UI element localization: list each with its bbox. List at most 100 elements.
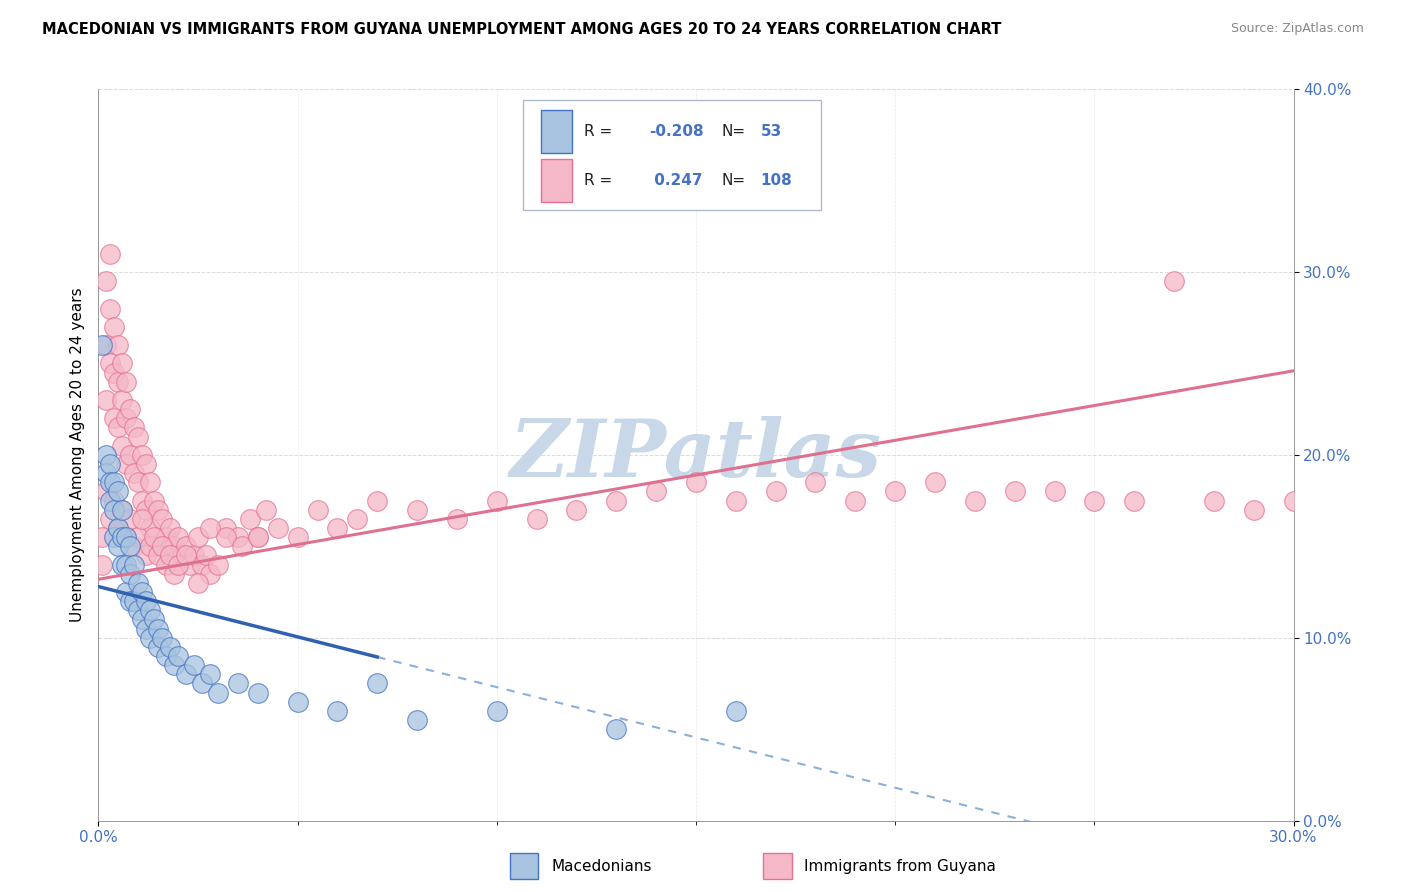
Point [187,576,209,591]
Point [150,631,173,645]
Point [139,539,162,553]
Point [115,411,138,425]
Text: MACEDONIAN VS IMMIGRANTS FROM GUYANA UNEMPLOYMENT AMONG AGES 20 TO 24 YEARS CORR: MACEDONIAN VS IMMIGRANTS FROM GUYANA UNE… [42,22,1001,37]
Point [131,493,153,508]
Point [155,558,177,572]
Point [103,366,125,380]
Point [231,539,253,553]
Point [1004,484,1026,499]
Text: Immigrants from Guyana: Immigrants from Guyana [804,859,995,873]
Point [111,502,134,516]
Point [91,530,114,544]
Point [765,484,787,499]
Point [135,457,157,471]
Point [194,549,218,563]
Point [103,475,125,490]
Point [111,392,134,407]
Text: Source: ZipAtlas.com: Source: ZipAtlas.com [1230,22,1364,36]
Point [1202,493,1225,508]
Point [198,521,221,535]
Point [96,448,118,462]
Point [124,420,146,434]
Point [246,685,269,699]
Point [724,704,747,718]
Point [924,475,946,490]
Point [98,356,122,371]
Point [526,512,548,526]
Text: 0.247: 0.247 [650,173,703,188]
Point [115,457,138,471]
Point [139,631,162,645]
Point [131,448,153,462]
Point [111,558,134,572]
Point [254,502,277,516]
Point [605,723,627,737]
Point [307,502,329,516]
Point [1282,493,1305,508]
Point [103,530,125,544]
Point [115,375,138,389]
Point [207,685,229,699]
Text: 108: 108 [761,173,792,188]
Point [139,603,162,617]
Point [107,338,129,352]
Point [131,512,153,526]
Point [124,466,146,480]
Point [267,521,290,535]
Point [724,493,747,508]
Point [96,338,118,352]
Point [246,530,269,544]
Text: N=: N= [721,173,745,188]
Point [103,493,125,508]
Y-axis label: Unemployment Among Ages 20 to 24 years: Unemployment Among Ages 20 to 24 years [69,287,84,623]
Point [565,502,588,516]
Point [127,430,149,444]
Text: -0.208: -0.208 [650,124,704,139]
Point [96,274,118,288]
Point [1163,274,1185,288]
Point [1043,484,1066,499]
Point [107,420,129,434]
Point [98,512,122,526]
Point [98,493,122,508]
Point [120,512,142,526]
Point [167,649,190,664]
Point [226,530,249,544]
Point [159,640,181,654]
Point [120,448,142,462]
Point [191,558,214,572]
Point [159,521,181,535]
Point [131,613,153,627]
Point [446,512,468,526]
Point [174,539,197,553]
Point [172,549,194,563]
Point [98,457,122,471]
Point [148,549,170,563]
Point [346,512,368,526]
Point [179,558,201,572]
Point [148,539,170,553]
Point [115,585,138,599]
Point [174,549,197,563]
Point [98,301,122,316]
Point [198,566,221,581]
Text: 53: 53 [761,124,782,139]
Point [287,530,309,544]
Point [198,667,221,681]
Text: N=: N= [721,124,745,139]
Point [366,676,388,690]
Point [366,493,388,508]
Point [183,658,205,673]
Point [111,439,134,453]
Point [685,475,707,490]
Point [645,484,668,499]
Point [163,566,186,581]
Point [163,539,186,553]
Point [135,549,157,563]
Point [96,484,118,499]
Point [226,676,249,690]
Point [246,530,269,544]
Text: Macedonians: Macedonians [551,859,651,873]
Point [844,493,866,508]
Point [127,475,149,490]
